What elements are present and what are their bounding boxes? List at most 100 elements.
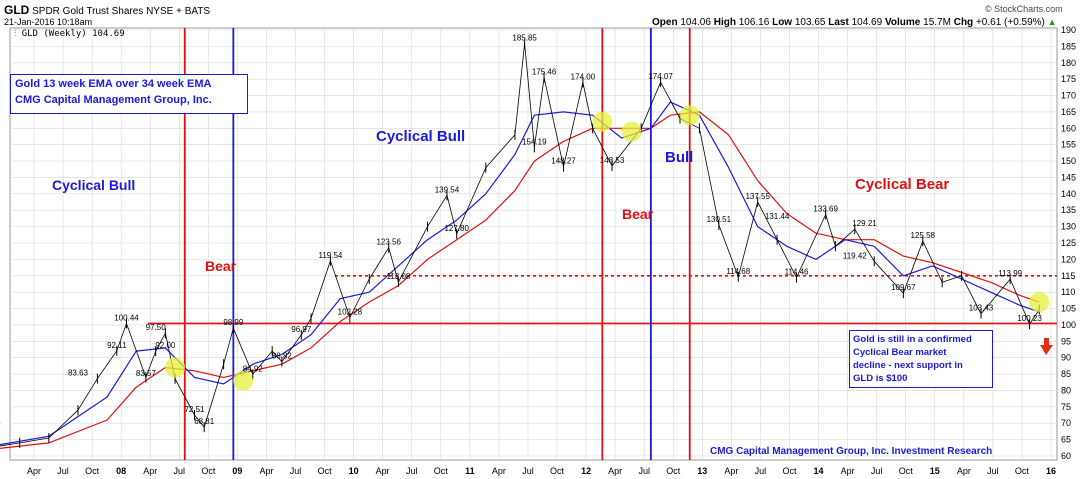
x-tick-label: 15 xyxy=(930,466,940,476)
price-label: 113.08 xyxy=(386,272,410,281)
y-tick-label: 160 xyxy=(1061,123,1076,133)
y-tick-label: 165 xyxy=(1061,107,1076,117)
y-tick-label: 135 xyxy=(1061,205,1076,215)
last-label: Last xyxy=(828,17,849,28)
x-tick-label: Apr xyxy=(27,466,41,476)
x-tick-label: Jul xyxy=(987,466,999,476)
security-name: SPDR Gold Trust Shares xyxy=(32,6,144,17)
price-label: 175.46 xyxy=(532,68,557,77)
price-label: 148.53 xyxy=(600,156,625,165)
y-tick-label: 85 xyxy=(1061,369,1071,379)
chg-label: Chg xyxy=(953,17,974,28)
x-tick-label: Jul xyxy=(755,466,767,476)
price-label: 100.44 xyxy=(114,313,139,322)
x-tick-label: Jul xyxy=(871,466,883,476)
x-tick-label: Oct xyxy=(1015,466,1030,476)
price-label: 83.57 xyxy=(136,369,157,378)
price-label: 68.81 xyxy=(194,417,215,426)
note-line-3: decline - next support in xyxy=(853,360,963,371)
x-tick-label: Oct xyxy=(550,466,565,476)
ohlc-readout: Open 104.06 High 106.16 Low 103.65 Last … xyxy=(652,17,1057,28)
x-tick-label: Jul xyxy=(638,466,650,476)
x-tick-label: 08 xyxy=(116,466,126,476)
crossover-highlight xyxy=(233,370,254,391)
price-label: 100.23 xyxy=(1017,314,1042,323)
y-tick-label: 115 xyxy=(1061,271,1075,281)
price-label: 133.69 xyxy=(813,205,838,214)
price-label: 68.33 xyxy=(0,419,1,428)
y-tick-label: 95 xyxy=(1061,336,1071,346)
price-label: 139.54 xyxy=(435,185,460,194)
x-tick-label: Jul xyxy=(406,466,418,476)
phase-labels: Cyclical Bull Bear Cyclical Bull Bear Bull Cy… xyxy=(52,128,949,274)
ema13-line xyxy=(0,101,1040,446)
y-tick-label: 75 xyxy=(1061,402,1071,412)
y-tick-label: 190 xyxy=(1061,25,1076,35)
y-tick-label: 130 xyxy=(1061,222,1076,232)
plot-frame xyxy=(9,27,1058,461)
price-label: 129.21 xyxy=(852,219,877,228)
crossover-highlight xyxy=(679,105,700,126)
price-label: 83.63 xyxy=(68,369,89,378)
price-label: 127.80 xyxy=(444,224,469,233)
ema13-layer xyxy=(0,101,1040,446)
price-label: 148.27 xyxy=(551,157,576,166)
y-tick-label: 90 xyxy=(1061,353,1071,363)
symbol: GLD xyxy=(4,3,30,17)
price-label: 103.43 xyxy=(969,304,994,313)
y-tick-label: 110 xyxy=(1061,287,1075,297)
y-tick-label: 140 xyxy=(1061,189,1076,199)
high-value: 106.16 xyxy=(738,17,770,28)
x-tick-label: Jul xyxy=(290,466,302,476)
x-tick-label: Jul xyxy=(174,466,186,476)
x-tick-label: Oct xyxy=(85,466,100,476)
x-tick-label: Oct xyxy=(318,466,333,476)
price-labels: 68.33 62.62 83.63 100.44 92.11 83.57 97.50 92.0… xyxy=(0,34,1042,447)
note-line-2: Cyclical Bear market xyxy=(853,347,947,358)
y-tick-label: 100 xyxy=(1061,320,1076,330)
x-tick-label: Oct xyxy=(899,466,914,476)
price-label: 185.85 xyxy=(512,34,537,43)
price-label: 113.99 xyxy=(998,269,1022,278)
open-label: Open xyxy=(652,17,678,28)
y-tick-label: 150 xyxy=(1061,156,1076,166)
x-tick-label: Apr xyxy=(259,466,273,476)
x-tick-label: Apr xyxy=(608,466,622,476)
open-value: 104.06 xyxy=(680,17,711,28)
price-line xyxy=(0,43,1040,447)
x-tick-label: Oct xyxy=(782,466,797,476)
high-label: High xyxy=(713,17,736,28)
price-label: 92.11 xyxy=(107,341,127,350)
brand: © StockCharts.com xyxy=(985,4,1063,14)
low-value: 103.65 xyxy=(794,17,826,28)
crossover-highlights xyxy=(165,105,1050,391)
y-tick-label: 60 xyxy=(1061,451,1071,461)
price-label: 174.00 xyxy=(571,72,596,81)
phase-label: Cyclical Bull xyxy=(52,177,135,193)
y-tick-label: 155 xyxy=(1061,140,1076,150)
crossover-highlight xyxy=(621,121,642,142)
price-label: 97.50 xyxy=(146,323,167,332)
phase-label: Cyclical Bull xyxy=(376,128,465,145)
note-box: Gold is still in a confirmed Cyclical Be… xyxy=(849,330,993,388)
volume-value: 15.7M xyxy=(923,17,951,28)
x-tick-label: Apr xyxy=(376,466,390,476)
y-tick-label: 175 xyxy=(1061,74,1076,84)
crossover-highlight xyxy=(592,111,613,132)
support-arrow xyxy=(1040,338,1053,355)
x-tick-label: 09 xyxy=(232,466,242,476)
series-legend: ⫶ GLD (Weekly) 104.69 xyxy=(14,29,125,39)
chart-header-left: GLD SPDR Gold Trust Shares NYSE + BATS xyxy=(4,3,210,17)
phase-label: Cyclical Bear xyxy=(855,176,949,193)
info-line-2: CMG Capital Management Group, Inc. xyxy=(15,94,212,106)
low-label: Low xyxy=(772,17,793,28)
price-label: 125.58 xyxy=(911,231,936,240)
price-label: 109.67 xyxy=(891,283,916,292)
x-tick-label: 12 xyxy=(581,466,591,476)
price-label: 114.68 xyxy=(726,267,750,276)
y-tick-label: 80 xyxy=(1061,385,1071,395)
price-label: 84.92 xyxy=(243,364,264,373)
price-label: 102.28 xyxy=(338,307,363,316)
x-tick-label: 14 xyxy=(814,466,824,476)
